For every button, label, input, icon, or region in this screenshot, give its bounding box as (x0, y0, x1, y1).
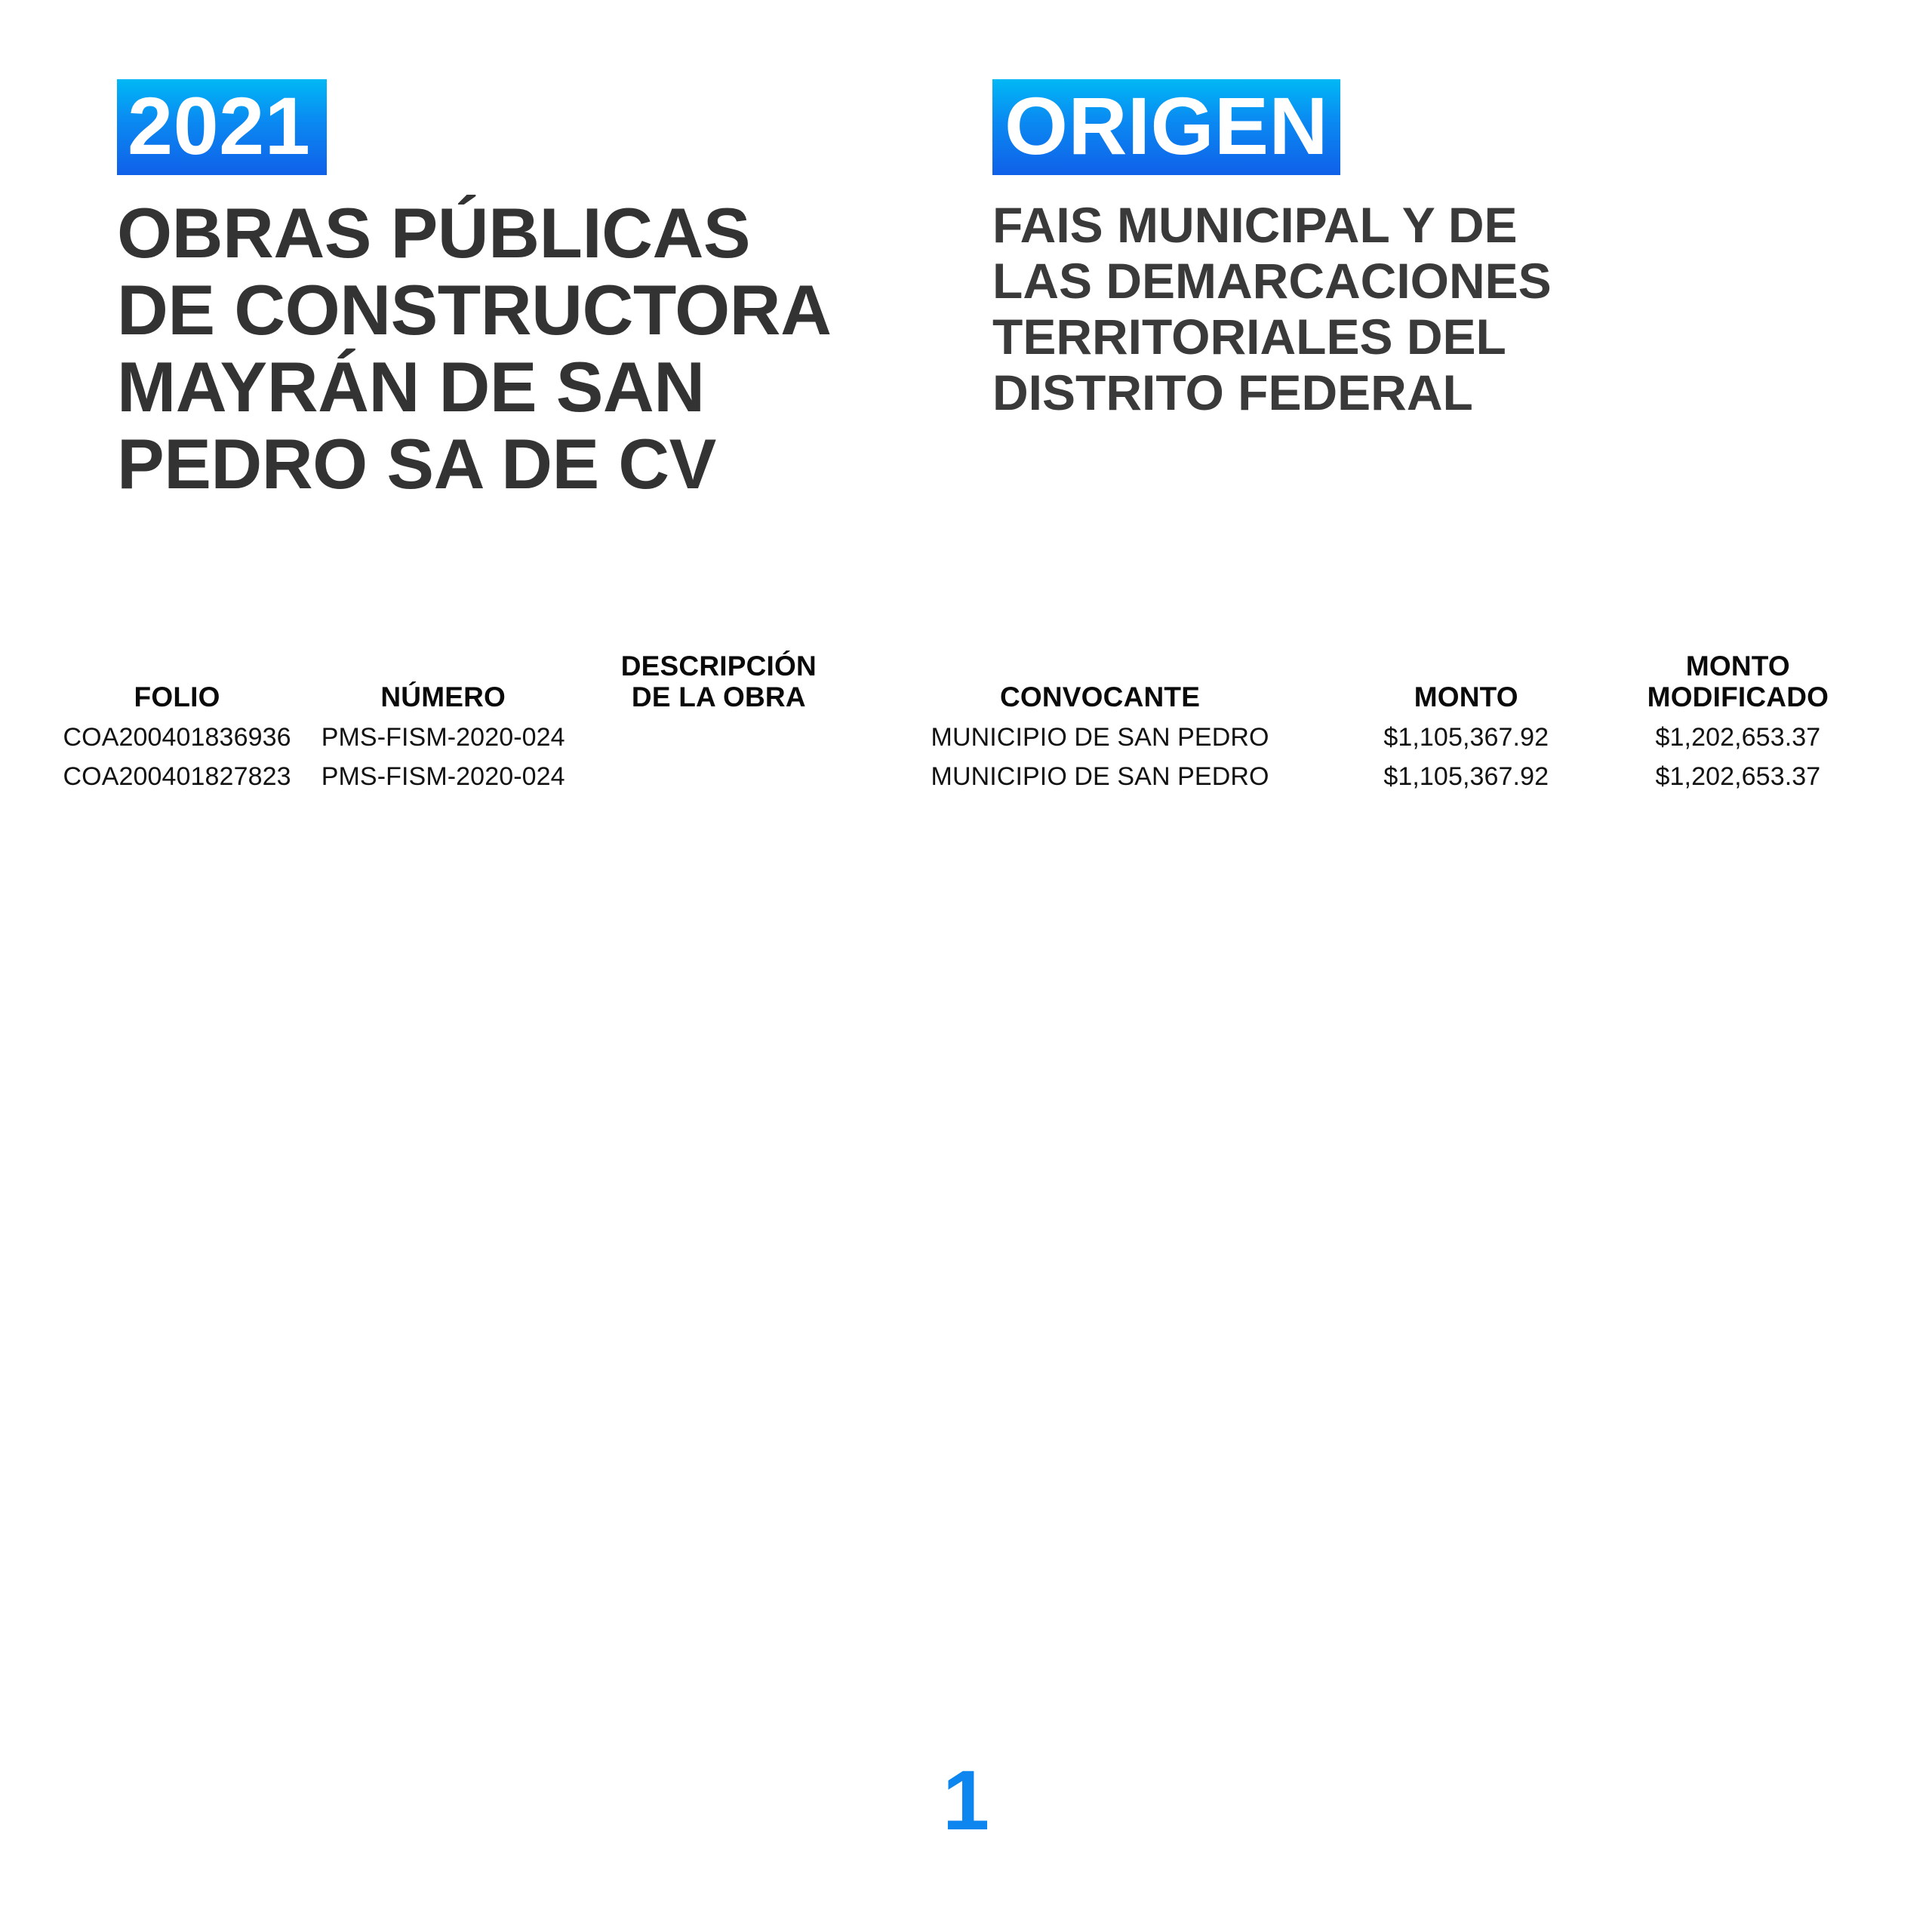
page-title-line: MAYRÁN DE SAN (117, 347, 705, 427)
table-header-row: FOLIO NÚMERO DESCRIPCIÓN DE LA OBRA CONV… (47, 651, 1885, 718)
cell-descripcion (579, 718, 858, 757)
column-header-numero: NÚMERO (380, 681, 506, 713)
page-title-line: PEDRO SA DE CV (117, 424, 716, 504)
cell-descripcion (579, 757, 858, 796)
column-header-folio: FOLIO (134, 681, 220, 713)
origin-badge: ORIGEN (992, 79, 1341, 176)
page-title: OBRAS PÚBLICAS DE CONSTRUCTORA MAYRÁN DE… (117, 195, 981, 503)
document-header: 2021 OBRAS PÚBLICAS DE CONSTRUCTORA MAYR… (0, 79, 1932, 503)
cell-monto-modificado: $1,202,653.37 (1655, 722, 1821, 752)
cell-monto-modificado: $1,202,653.37 (1655, 762, 1821, 792)
cell-numero: PMS-FISM-2020-024 (321, 722, 565, 752)
column-header-monto: MONTO (1414, 681, 1518, 713)
cell-folio: COA200401836936 (63, 722, 291, 752)
header-left-column: 2021 OBRAS PÚBLICAS DE CONSTRUCTORA MAYR… (0, 79, 981, 503)
works-table-container: FOLIO NÚMERO DESCRIPCIÓN DE LA OBRA CONV… (0, 651, 1932, 796)
table-body: COA200401836936 PMS-FISM-2020-024 MUNICI… (47, 718, 1885, 797)
column-header-convocante: CONVOCANTE (999, 681, 1201, 713)
cell-monto: $1,105,367.92 (1383, 722, 1549, 752)
page-title-line: DE CONSTRUCTORA (117, 270, 832, 350)
table-row: COA200401827823 PMS-FISM-2020-024 MUNICI… (47, 757, 1885, 796)
page-title-line: OBRAS PÚBLICAS (117, 193, 751, 273)
cell-convocante: MUNICIPIO DE SAN PEDRO (931, 722, 1269, 752)
origin-line: DISTRITO FEDERAL (992, 364, 1473, 420)
origin-line: LAS DEMARCACIONES (992, 253, 1552, 309)
page-number: 1 (942, 1753, 990, 1847)
origin-line: TERRITORIALES DEL (992, 309, 1506, 365)
works-table: FOLIO NÚMERO DESCRIPCIÓN DE LA OBRA CONV… (47, 651, 1885, 796)
origin-line: FAIS MUNICIPAL Y DE (992, 197, 1518, 254)
cell-monto: $1,105,367.92 (1383, 762, 1549, 792)
header-right-column: ORIGEN FAIS MUNICIPAL Y DE LAS DEMARCACI… (981, 79, 1811, 421)
table-header-row-group: FOLIO NÚMERO DESCRIPCIÓN DE LA OBRA CONV… (47, 651, 1885, 718)
cell-convocante: MUNICIPIO DE SAN PEDRO (931, 762, 1269, 792)
cell-numero: PMS-FISM-2020-024 (321, 762, 565, 792)
cell-folio: COA200401827823 (63, 762, 291, 792)
column-header-descripcion: DESCRIPCIÓN DE LA OBRA (620, 651, 817, 713)
column-header-monto-modificado: MONTO MODIFICADO (1647, 651, 1829, 713)
origin-description: FAIS MUNICIPAL Y DE LAS DEMARCACIONES TE… (992, 197, 1811, 421)
year-badge: 2021 (117, 79, 328, 176)
table-row: COA200401836936 PMS-FISM-2020-024 MUNICI… (47, 718, 1885, 757)
